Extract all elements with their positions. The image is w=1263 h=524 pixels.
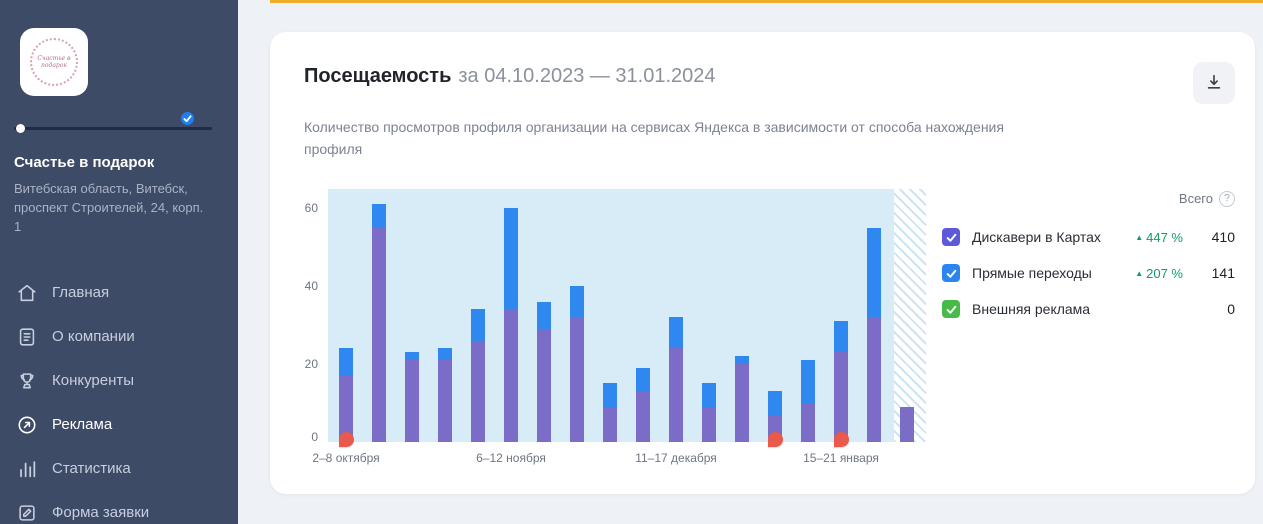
progress-knob: [16, 124, 25, 133]
sidebar-item-label: Конкуренты: [52, 372, 135, 390]
org-name: Счастье в подарок: [14, 154, 155, 171]
chart-bar[interactable]: [537, 301, 551, 442]
legend-row-discovery: Дискавери в Картах ▲ 447 % 410: [942, 227, 1235, 248]
sidebar-menu: Главная О компании Конкуренты Реклама: [14, 271, 224, 524]
legend-value: 410: [1211, 229, 1235, 246]
main-area: Посещаемость за 04.10.2023 — 31.01.2024 К…: [238, 0, 1263, 524]
up-arrow-icon: ▲: [1135, 232, 1144, 242]
sidebar-item-ads[interactable]: Реклама: [14, 403, 224, 447]
sidebar-item-request-form[interactable]: Форма заявки: [14, 491, 224, 524]
ads-icon: [16, 414, 38, 436]
legend-checkbox-1[interactable]: [942, 264, 960, 283]
chart-bar[interactable]: [438, 348, 452, 442]
chart-bar[interactable]: [504, 208, 518, 442]
x-axis-tick: 6–12 ноября: [476, 450, 546, 465]
legend-checkbox-0[interactable]: [942, 228, 960, 247]
card-header: Посещаемость за 04.10.2023 — 31.01.2024: [304, 62, 1235, 104]
download-icon: [1205, 73, 1223, 94]
legend-row-direct: Прямые переходы ▲ 207 % 141: [942, 263, 1235, 284]
legend-checkbox-2[interactable]: [942, 300, 960, 319]
verified-check-icon: [179, 110, 196, 127]
up-arrow-icon: ▲: [1135, 268, 1144, 278]
chart-bar[interactable]: [669, 317, 683, 442]
help-icon[interactable]: ?: [1219, 190, 1235, 207]
org-address: Витебская область, Витебск, проспект Стр…: [14, 181, 204, 234]
y-axis-tick: 60: [304, 201, 318, 216]
legend-header: Всего ?: [942, 190, 1235, 207]
percent-change: ▲ 447 %: [1135, 229, 1183, 245]
ad-pin-icon[interactable]: [768, 431, 783, 447]
legend-total-label: Всего: [1178, 191, 1213, 207]
legend-value: 141: [1211, 265, 1235, 282]
card-subtitle: Количество просмотров профиля организаци…: [304, 119, 1004, 158]
y-axis-tick: 40: [304, 279, 318, 294]
legend-row-external-ads: Внешняя реклама 0: [942, 299, 1235, 320]
profile-progress: [14, 110, 224, 134]
sidebar-item-company[interactable]: О компании: [14, 315, 224, 359]
sidebar: Счастье в подарок Счастье в подарок Вите…: [0, 0, 238, 524]
chart: 0 20 40 60 2–8 октября 6–12 ноября 11–17 декаб…: [305, 188, 926, 465]
trophy-icon: [16, 370, 38, 392]
incomplete-period-hatch: [894, 188, 926, 442]
sidebar-item-label: Статистика: [52, 460, 131, 478]
page-title: Посещаемость: [304, 65, 452, 87]
traffic-card: Посещаемость за 04.10.2023 — 31.01.2024 К…: [270, 32, 1255, 494]
home-icon: [16, 282, 38, 304]
ad-pin-icon[interactable]: [339, 431, 354, 447]
org-logo-wreath: Счастье в подарок: [30, 38, 78, 86]
sidebar-item-competitors[interactable]: Конкуренты: [14, 359, 224, 403]
chart-bar[interactable]: [834, 321, 848, 442]
chart-and-legend: 0 20 40 60 2–8 октября 6–12 ноября 11–17 декаб…: [304, 188, 1235, 465]
org-logo[interactable]: Счастье в подарок: [20, 28, 88, 96]
chart-bar[interactable]: [603, 383, 617, 442]
sidebar-item-label: Реклама: [52, 416, 113, 434]
org-logo-text: Счастье в подарок: [37, 54, 71, 70]
top-accent-line: [270, 0, 1263, 3]
bar-chart-icon: [16, 458, 38, 480]
y-axis-tick: 20: [304, 356, 318, 371]
title-period: за 04.10.2023 — 31.01.2024: [458, 65, 716, 87]
form-icon: [16, 502, 38, 524]
legend-label: Внешняя реклама: [972, 301, 1091, 318]
legend-label: Прямые переходы: [972, 265, 1092, 282]
sidebar-item-label: О компании: [52, 328, 135, 346]
sidebar-item-label: Форма заявки: [52, 504, 150, 522]
chart-bar[interactable]: [636, 367, 650, 442]
sidebar-item-statistics[interactable]: Статистика: [14, 447, 224, 491]
sidebar-item-home[interactable]: Главная: [14, 271, 224, 315]
chart-bar[interactable]: [702, 383, 716, 442]
legend-rows: Дискавери в Картах ▲ 447 % 410 Прямые пер…: [942, 227, 1235, 320]
plot-area: 0 20 40 60 2–8 октября 6–12 ноября 11–17 декаб…: [305, 188, 926, 465]
sidebar-item-label: Главная: [52, 284, 110, 302]
x-axis-tick: 11–17 декабря: [635, 450, 717, 465]
legend-value: 0: [1227, 301, 1235, 318]
percent-change: ▲ 207 %: [1135, 265, 1183, 281]
legend: Всего ? Дискавери в Картах ▲ 447 % 410: [942, 189, 1235, 442]
ad-pin-icon[interactable]: [834, 431, 849, 447]
chart-bar[interactable]: [471, 309, 485, 442]
download-button[interactable]: [1193, 62, 1235, 104]
chart-bar[interactable]: [900, 406, 914, 442]
chart-bar[interactable]: [867, 227, 881, 442]
y-axis-tick: 0: [311, 429, 318, 444]
chart-bar[interactable]: [405, 352, 419, 442]
card-title-line: Посещаемость за 04.10.2023 — 31.01.2024: [304, 62, 716, 90]
x-axis-tick: 2–8 октября: [312, 450, 380, 465]
progress-track: [14, 127, 212, 130]
chart-bar[interactable]: [801, 360, 815, 442]
chart-bar[interactable]: [735, 356, 749, 442]
company-icon: [16, 326, 38, 348]
chart-bar[interactable]: [570, 286, 584, 442]
chart-bar[interactable]: [372, 204, 386, 442]
legend-label: Дискавери в Картах: [972, 229, 1101, 246]
chart-bar[interactable]: [339, 348, 353, 442]
x-axis-tick: 15–21 января: [803, 450, 879, 465]
